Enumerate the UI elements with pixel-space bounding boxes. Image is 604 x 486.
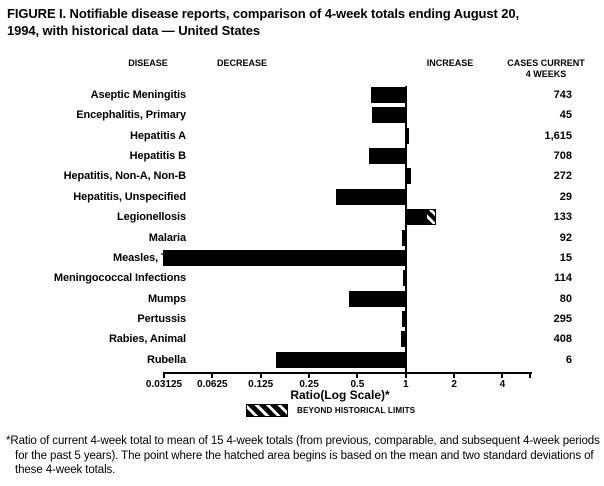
x-axis-tick-label: 2 — [451, 379, 457, 390]
cases-value: 45 — [559, 109, 572, 122]
disease-label: Legionellosis — [117, 211, 186, 224]
legend: BEYOND HISTORICAL LIMITS — [246, 404, 415, 417]
x-axis-tick-label: 0.0625 — [197, 379, 228, 390]
disease-label: Malaria — [148, 231, 186, 244]
x-axis-end-tick — [529, 372, 531, 378]
beyond-limits-hatch-swatch — [246, 404, 288, 417]
x-axis-tick — [356, 372, 359, 378]
ratio-bar — [400, 331, 406, 348]
column-header-cases: CASES CURRENT 4 WEEKS — [507, 58, 585, 80]
cases-value: 708 — [553, 150, 572, 163]
x-axis-tick — [501, 372, 504, 378]
ratio-bar — [371, 87, 406, 103]
cases-value: 6 — [565, 353, 572, 366]
cases-value: 295 — [553, 312, 572, 325]
cases-value: 15 — [559, 251, 572, 264]
column-header-disease: DISEASE — [128, 58, 168, 68]
x-axis-line — [163, 372, 532, 374]
disease-label: Measles, Total — [113, 251, 186, 264]
x-axis-tick-label: 0.03125 — [145, 379, 183, 390]
cases-value: 114 — [554, 272, 572, 285]
disease-label: Hepatitis B — [129, 150, 186, 163]
cases-value: 80 — [559, 292, 572, 305]
ratio-bar — [348, 290, 406, 307]
disease-label: Hepatitis, Unspecified — [73, 190, 186, 203]
disease-label: Encephalitis, Primary — [76, 109, 186, 122]
disease-label: Aseptic Meningitis — [90, 89, 186, 101]
ratio-bar — [402, 229, 406, 246]
disease-label: Hepatitis, Non-A, Non-B — [63, 170, 186, 183]
ratio-bar — [372, 107, 406, 124]
x-axis-tick — [453, 372, 456, 378]
ratio-bar — [275, 351, 406, 368]
ratio-bar-beyond-limit — [425, 209, 436, 226]
cases-value: 743 — [553, 89, 572, 101]
x-axis-tick-label: 0.5 — [350, 379, 365, 390]
column-header-increase: INCREASE — [426, 58, 474, 68]
disease-label: Hepatitis A — [130, 129, 186, 142]
cases-value: 29 — [559, 190, 572, 203]
x-axis-tick-label: 0.125 — [248, 379, 274, 390]
disease-label: Rubella — [146, 353, 186, 366]
ratio-bar — [405, 168, 412, 185]
x-axis-tick-label: 0.25 — [299, 379, 319, 390]
x-axis-tick — [259, 372, 262, 378]
x-axis-tick — [163, 372, 165, 378]
cases-value: 92 — [559, 231, 572, 244]
legend-label: BEYOND HISTORICAL LIMITS — [297, 406, 416, 415]
figure-title: FIGURE I. Notifiable disease reports, co… — [7, 6, 520, 38]
cases-value: 133 — [553, 211, 572, 224]
ratio-bar — [163, 249, 406, 266]
ratio-bar — [402, 270, 406, 287]
x-axis-tick-label: 4 — [499, 379, 506, 390]
disease-label: Rabies, Animal — [108, 333, 186, 346]
disease-label: Mumps — [147, 292, 186, 305]
ratio-bar — [405, 209, 426, 226]
cases-value: 272 — [553, 170, 572, 183]
disease-label: Pertussis — [137, 312, 186, 325]
baseline-ratio-1 — [404, 86, 407, 373]
column-header-decrease: DECREASE — [216, 58, 267, 68]
ratio-bar — [402, 310, 406, 327]
cases-value: 408 — [553, 333, 572, 346]
x-axis-label: Ratio(Log Scale)* — [290, 388, 390, 402]
cases-value: 1,615 — [544, 129, 572, 142]
ratio-bar — [405, 127, 410, 144]
x-axis-tick — [404, 372, 407, 378]
disease-label: Meningococcal Infections — [53, 272, 186, 285]
x-axis-tick — [211, 372, 214, 378]
x-axis-tick-label: 1 — [403, 379, 409, 390]
ratio-bar — [368, 148, 406, 165]
footnote: *Ratio of current 4-week total to mean o… — [6, 435, 600, 477]
x-axis-tick — [308, 372, 311, 378]
ratio-bar — [336, 188, 406, 205]
